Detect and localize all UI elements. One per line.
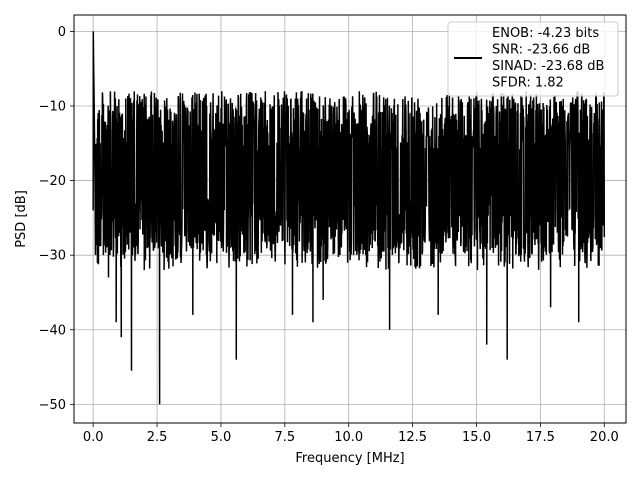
psd-series-line (92, 31, 606, 405)
x-tick-label: 2.5 (147, 430, 168, 445)
x-tick-label: 12.5 (398, 430, 427, 445)
legend-box (447, 21, 619, 97)
plot-area (92, 31, 606, 405)
y-tick-label: 0 (58, 25, 66, 40)
axes-frame (73, 14, 627, 424)
y-axis-label: PSD [dB] (14, 190, 29, 248)
legend-entry-sinad: SINAD: -23.68 dB (492, 59, 604, 74)
x-tick-label: 7.5 (274, 430, 295, 445)
y-axis-ticks: 0 −10 −20 −30 −40 −50 (39, 25, 74, 413)
legend-entry-sfdr: SFDR: 1.82 (492, 76, 564, 91)
x-tick-label: 17.5 (526, 430, 555, 445)
x-tick-label: 10.0 (334, 430, 363, 445)
legend-entry-snr: SNR: -23.66 dB (492, 43, 590, 58)
x-axis-ticks: 0.0 2.5 5.0 7.5 10.0 12.5 15.0 17.5 20.0 (83, 423, 619, 445)
x-tick-label: 20.0 (590, 430, 619, 445)
y-tick-label: −50 (39, 398, 66, 413)
x-tick-label: 5.0 (211, 430, 232, 445)
y-tick-label: −40 (39, 323, 66, 338)
y-tick-label: −30 (39, 249, 66, 264)
y-tick-label: −20 (39, 174, 66, 189)
x-tick-label: 0.0 (83, 430, 104, 445)
y-tick-label: −10 (39, 99, 66, 114)
legend-entry-enob: ENOB: -4.23 bits (492, 26, 599, 41)
legend: ENOB: -4.23 bits SNR: -23.66 dB SINAD: -… (447, 21, 619, 97)
x-axis-label: Frequency [MHz] (295, 451, 404, 466)
x-tick-label: 15.0 (462, 430, 491, 445)
